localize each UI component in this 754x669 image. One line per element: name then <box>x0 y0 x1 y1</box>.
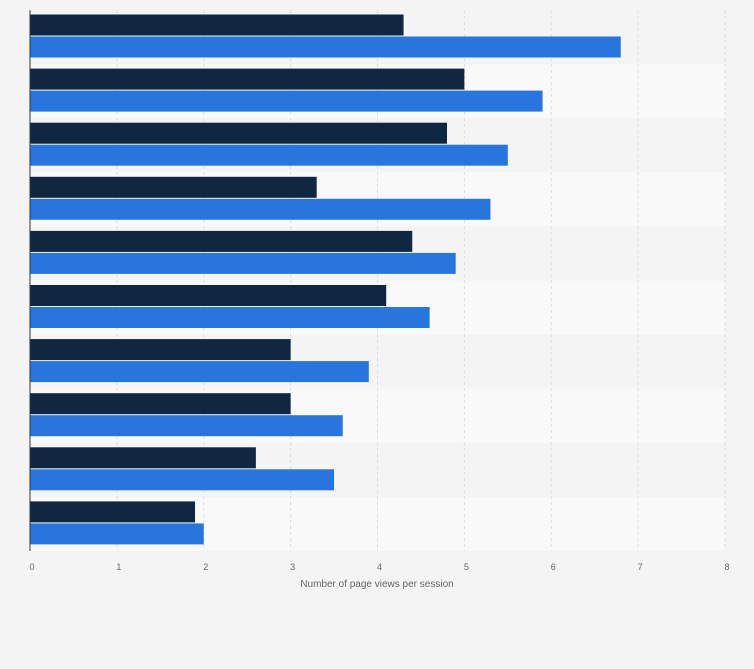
bars <box>30 14 621 545</box>
bar-series-2 <box>30 198 491 220</box>
bar-series-2 <box>30 144 508 166</box>
bar-series-2 <box>30 307 430 328</box>
bar-series-1 <box>30 14 404 36</box>
bar-series-2 <box>30 469 335 491</box>
bar-series-1 <box>30 285 387 306</box>
x-tick-label: 7 <box>638 562 643 572</box>
bar-series-2 <box>30 415 343 437</box>
bar-series-2 <box>30 523 204 545</box>
bar-series-1 <box>30 501 196 523</box>
x-tick-label: 4 <box>377 562 382 572</box>
x-tick-label: 6 <box>551 562 556 572</box>
bar-series-2 <box>30 90 543 112</box>
x-tick-label: 2 <box>203 562 208 572</box>
x-tick-label: 0 <box>29 562 34 572</box>
x-tick-labels: 0 1 2 3 4 5 6 7 8 <box>29 562 729 572</box>
bar-series-2 <box>30 361 369 383</box>
x-tick-label: 5 <box>464 562 469 572</box>
bar-series-2 <box>30 36 621 58</box>
x-tick-label: 1 <box>116 562 121 572</box>
x-tick-label: 8 <box>724 562 729 572</box>
bar-series-1 <box>30 393 291 415</box>
bar-series-1 <box>30 230 413 252</box>
bar-series-1 <box>30 68 465 90</box>
bar-series-1 <box>30 447 256 469</box>
x-tick-label: 3 <box>290 562 295 572</box>
bar-series-2 <box>30 252 456 274</box>
bar-series-1 <box>30 339 291 361</box>
bar-series-1 <box>30 176 317 198</box>
bar-series-1 <box>30 122 447 144</box>
x-axis-label: Number of page views per session <box>300 579 453 590</box>
